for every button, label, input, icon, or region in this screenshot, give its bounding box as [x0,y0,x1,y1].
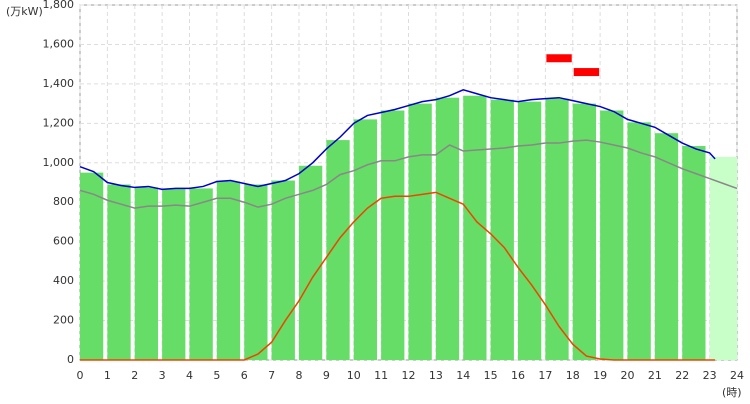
bar [600,110,624,360]
bar [244,184,268,360]
x-tick-label: 7 [268,369,275,382]
x-tick-label: 18 [566,369,580,382]
x-tick-label: 11 [374,369,388,382]
x-tick-label: 1 [104,369,111,382]
bar [107,184,131,360]
y-tick-label: 200 [53,314,74,327]
bar [353,119,378,360]
y-tick-label: 0 [67,353,74,366]
bar [709,156,737,360]
x-tick-label: 23 [703,369,717,382]
y-tick-label: 400 [53,274,74,287]
bar [162,188,186,360]
x-tick-label: 8 [296,369,303,382]
bar [189,188,213,360]
bar [463,95,487,360]
bar [299,165,323,360]
x-tick-label: 0 [77,369,84,382]
y-tick-label: 1,200 [43,116,75,129]
y-axis-label: (万kW) [6,5,43,18]
line [79,89,716,191]
x-tick-label: 9 [323,369,330,382]
x-tick-label: 17 [538,369,552,382]
x-tick-label: 13 [429,369,443,382]
x-tick-label: 24 [730,369,744,382]
bar [518,101,542,360]
bar [682,146,706,360]
bar [654,133,679,360]
bar [490,99,514,361]
bar [381,110,405,360]
x-tick-label: 4 [186,369,193,382]
peak-marker [546,54,572,63]
x-tick-label: 5 [213,369,220,382]
bar [134,187,159,360]
bar [408,103,432,360]
line [79,139,738,209]
bar [271,180,295,360]
x-tick-label: 6 [241,369,248,382]
peak-marker [573,68,600,77]
bar [572,103,597,360]
y-tick-label: 1,400 [43,77,75,90]
x-tick-label: 10 [347,369,361,382]
y-tick-label: 1,600 [43,37,75,50]
bar [216,181,241,360]
bar [627,122,651,360]
x-tick-label: 21 [648,369,662,382]
x-tick-label: 14 [456,369,470,382]
line [80,191,716,361]
y-tick-label: 800 [53,195,74,208]
x-tick-label: 20 [621,369,635,382]
bar [326,140,350,360]
y-tick-label: 600 [53,235,74,248]
x-tick-label: 12 [402,369,416,382]
x-axis-label: (時) [722,386,742,399]
y-tick-label: 1,000 [43,156,75,169]
bar [80,172,104,360]
bar [435,97,460,360]
x-tick-label: 22 [675,369,689,382]
x-tick-label: 19 [593,369,607,382]
x-tick-label: 2 [131,369,138,382]
bar [545,98,569,361]
x-tick-label: 3 [159,369,166,382]
x-tick-label: 15 [484,369,498,382]
y-tick-label: 1,800 [43,0,75,11]
x-tick-label: 16 [511,369,525,382]
